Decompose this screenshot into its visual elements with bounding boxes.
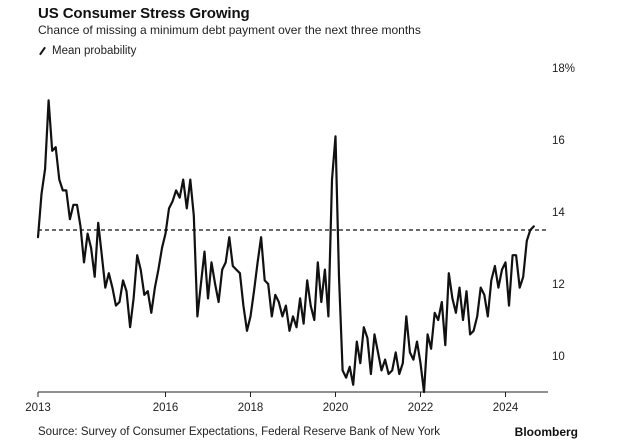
legend: Mean probability — [38, 45, 136, 57]
y-tick-label: 16 — [552, 135, 565, 147]
y-tick-label: 10 — [552, 351, 565, 363]
x-tick-label: 2024 — [493, 402, 519, 414]
y-tick-label: 18% — [552, 63, 575, 75]
chart-subtitle: Chance of missing a minimum debt payment… — [38, 23, 421, 37]
brand-logo: Bloomberg — [514, 425, 578, 439]
x-tick-label: 2022 — [408, 402, 434, 414]
x-tick-label: 2016 — [153, 402, 179, 414]
y-tick-label: 14 — [552, 207, 565, 219]
series-line — [36, 99, 535, 394]
source-note: Source: Survey of Consumer Expectations,… — [38, 426, 441, 438]
y-tick-label: 12 — [552, 279, 565, 291]
x-tick-label: 2013 — [25, 402, 51, 414]
x-tick-label: 2018 — [238, 402, 264, 414]
legend-label: Mean probability — [52, 45, 137, 57]
x-tick-label: 2020 — [323, 402, 349, 414]
chart-title: US Consumer Stress Growing — [38, 5, 250, 22]
